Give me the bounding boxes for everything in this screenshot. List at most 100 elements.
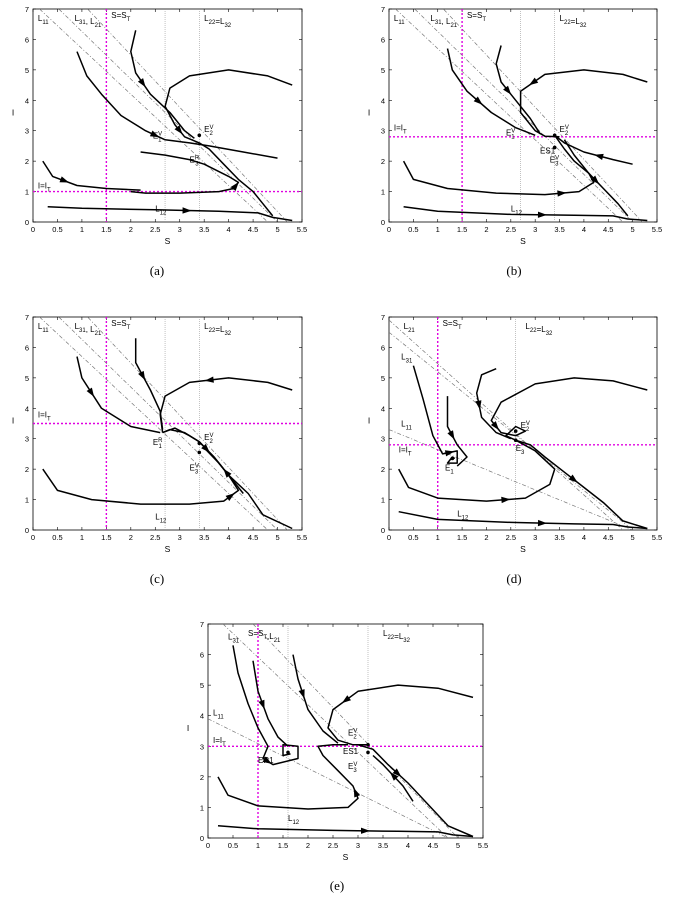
x-tick-label: 0 [387, 533, 391, 542]
direction-arrow [258, 699, 265, 710]
label-e3: E3 [516, 444, 525, 456]
trajectory [515, 439, 648, 530]
switching-line [208, 718, 449, 838]
direction-arrow [204, 376, 214, 383]
x-tick-label: 4.5 [428, 841, 438, 850]
direction-arrow [490, 421, 499, 431]
y-tick-label: 0 [25, 526, 29, 535]
x-tick-label: 4 [227, 533, 231, 542]
x-tick-label: 1 [256, 841, 260, 850]
plot-area [208, 624, 483, 838]
x-tick-label: 1 [436, 533, 440, 542]
x-tick-label: 3.5 [199, 533, 209, 542]
x-tick-label: 0 [206, 841, 210, 850]
y-tick-label: 0 [200, 834, 204, 843]
y-tick-label: 3 [25, 127, 29, 136]
direction-arrow [59, 176, 69, 183]
y-tick-label: 5 [25, 66, 29, 75]
label-i-eq-it: I=IT [38, 182, 51, 194]
x-tick-label: 1.5 [101, 225, 111, 234]
x-tick-label: 1 [80, 533, 84, 542]
direction-arrow [230, 182, 239, 191]
switching-line [87, 317, 288, 530]
direction-arrow [568, 474, 578, 483]
y-axis-label: I [12, 108, 14, 118]
x-tick-label: 3 [533, 533, 537, 542]
trajectory [203, 447, 244, 494]
trajectory [402, 134, 595, 196]
x-tick-label: 0.5 [228, 841, 238, 850]
direction-arrow [174, 125, 183, 135]
trajectory [398, 439, 556, 502]
trajectory [252, 660, 289, 747]
y-tick-label: 4 [25, 96, 29, 105]
trajectory [495, 45, 541, 135]
panel-a: 0 0.5 1 1.5 2 2.5 3 3.5 4 4.5 5 5.5 0 1 2 3 4 5 6 7 S I L11 L31… [12, 5, 307, 246]
y-tick-label: 7 [200, 620, 204, 629]
trajectory [164, 69, 293, 217]
y-tick-label: 5 [381, 66, 385, 75]
switching-line [222, 624, 449, 838]
x-tick-label: 5 [631, 533, 635, 542]
y-tick-label: 5 [381, 374, 385, 383]
axes-frame [207, 623, 484, 839]
y-tick-label: 2 [381, 157, 385, 166]
plot-area [33, 9, 302, 222]
label-e2v: EV 2 [348, 729, 357, 741]
label-e3v: EV 3 [348, 762, 357, 774]
y-tick-label: 0 [25, 218, 29, 227]
x-tick-label: 0.5 [408, 225, 418, 234]
label-e1r: ER 1 [153, 438, 163, 450]
x-tick-label: 5 [456, 841, 460, 850]
y-tick-label: 7 [381, 5, 385, 14]
x-tick-label: 2.5 [506, 533, 516, 542]
switching-line [39, 9, 269, 222]
label-s-eq-st-l21: S=ST,L21 [248, 629, 281, 644]
x-tick-label: 0.5 [408, 533, 418, 542]
y-tick-label: 1 [381, 188, 385, 197]
direction-arrow [361, 827, 370, 834]
caption-e: (e) [329, 878, 345, 893]
switching-line [442, 9, 643, 222]
y-tick-label: 6 [200, 651, 204, 660]
trajectory [446, 396, 468, 467]
y-tick-label: 1 [25, 188, 29, 197]
y-tick-label: 5 [25, 374, 29, 383]
label-s-eq-st: S=ST [467, 11, 486, 23]
label-i-eq-it: I=IT [213, 736, 226, 748]
x-tick-label: 0 [31, 225, 35, 234]
direction-arrow [86, 387, 95, 397]
plot-area [389, 317, 657, 530]
x-tick-label: 3.5 [378, 841, 388, 850]
x-tick-label: 0 [387, 225, 391, 234]
direction-arrow [537, 211, 547, 218]
label-l11: L11 [38, 322, 49, 334]
y-tick-label: 2 [200, 773, 204, 782]
label-l11: L11 [38, 14, 49, 26]
label-e1v: EV 1 [153, 131, 162, 143]
trajectory [159, 377, 293, 433]
y-tick-label: 0 [381, 218, 385, 227]
label-l31: L31 [228, 632, 240, 644]
label-l11: L11 [394, 14, 405, 26]
x-tick-label: 0.5 [52, 225, 62, 234]
direction-arrow [475, 400, 482, 410]
direction-arrow [529, 77, 539, 86]
x-tick-label: 4 [582, 533, 586, 542]
caption-c: (c) [149, 571, 165, 586]
x-tick-label: 3 [178, 533, 182, 542]
y-tick-label: 4 [381, 96, 385, 105]
trajectory [519, 69, 648, 138]
x-tick-label: 2 [129, 533, 133, 542]
label-e3r: ER 3 [190, 156, 200, 168]
label-er1: ER1 [258, 756, 274, 765]
y-tick-label: 3 [381, 127, 385, 136]
label-l31-l21: L31, L21 [75, 14, 102, 29]
direction-arrow [262, 756, 272, 764]
direction-arrow [594, 153, 604, 160]
x-axis-label: S [520, 544, 526, 554]
caption-a: (a) [149, 263, 165, 278]
equilibrium-point [197, 450, 202, 455]
